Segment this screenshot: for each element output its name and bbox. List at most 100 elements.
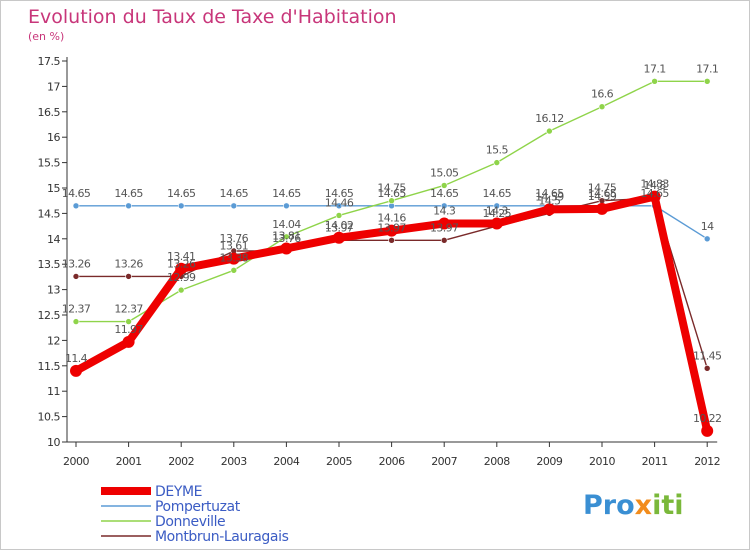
data-point bbox=[72, 202, 80, 210]
data-label: 14.65 bbox=[272, 187, 301, 200]
data-point bbox=[177, 286, 185, 294]
y-tick-label: 11.5 bbox=[38, 360, 61, 373]
logo-part-2: x bbox=[634, 490, 653, 521]
data-label: 14.65 bbox=[640, 187, 669, 200]
data-label: 13.38 bbox=[220, 251, 249, 264]
data-label: 13.81 bbox=[272, 229, 301, 242]
data-label: 13.76 bbox=[220, 232, 249, 245]
data-label: 13.76 bbox=[272, 232, 301, 245]
proxiti-logo: Proxiti bbox=[583, 490, 684, 521]
data-label: 15.5 bbox=[486, 144, 509, 157]
y-tick-label: 13 bbox=[47, 284, 60, 297]
x-tick-label: 2012 bbox=[694, 455, 720, 468]
data-label: 12.37 bbox=[62, 303, 91, 316]
chart-unit: (en %) bbox=[28, 30, 65, 43]
x-tick-label: 2003 bbox=[221, 455, 247, 468]
y-tick-label: 15.5 bbox=[38, 157, 61, 170]
data-label: 14.3 bbox=[433, 205, 456, 218]
data-point bbox=[70, 364, 82, 377]
data-label: 14.04 bbox=[272, 218, 301, 231]
data-label: 12.99 bbox=[167, 271, 196, 284]
y-tick-label: 14.5 bbox=[38, 207, 61, 220]
data-point bbox=[388, 237, 395, 244]
data-point bbox=[122, 335, 135, 348]
x-tick-label: 2004 bbox=[273, 455, 299, 468]
data-label: 10.22 bbox=[693, 412, 722, 425]
data-point bbox=[596, 202, 608, 215]
data-point bbox=[388, 197, 395, 204]
data-label: 13.97 bbox=[377, 221, 406, 234]
data-point bbox=[72, 273, 80, 280]
data-point bbox=[230, 202, 238, 210]
data-label: 14.65 bbox=[483, 187, 512, 200]
data-point bbox=[177, 202, 185, 210]
data-label: 16.12 bbox=[535, 112, 564, 125]
data-label: 14.65 bbox=[535, 187, 564, 200]
legend-label: Donneville bbox=[155, 514, 225, 530]
data-label: 11.45 bbox=[693, 349, 722, 362]
data-label: 13.26 bbox=[114, 257, 143, 270]
data-point bbox=[385, 224, 398, 237]
x-tick-label: 2000 bbox=[63, 455, 89, 468]
data-point bbox=[493, 202, 501, 210]
data-label: 14.75 bbox=[588, 182, 617, 195]
data-label: 17.1 bbox=[696, 62, 718, 75]
data-point bbox=[651, 78, 658, 85]
data-label: 14.65 bbox=[220, 187, 249, 200]
y-tick-label: 13.5 bbox=[38, 258, 61, 271]
data-point bbox=[227, 252, 240, 265]
data-label: 13.61 bbox=[220, 240, 249, 253]
data-label: 16.6 bbox=[591, 88, 614, 101]
y-tick-label: 16 bbox=[47, 131, 60, 144]
logo-part-1: Pro bbox=[583, 490, 635, 521]
logo-part-3: iti bbox=[652, 490, 684, 521]
data-label: 13.97 bbox=[430, 221, 459, 234]
data-label: 14.59 bbox=[535, 190, 564, 203]
data-label: 12.37 bbox=[114, 303, 143, 316]
data-label: 11.4 bbox=[65, 352, 88, 365]
x-tick-label: 2007 bbox=[431, 455, 457, 468]
data-label: 14.65 bbox=[325, 187, 354, 200]
legend-label: DEYME bbox=[155, 484, 202, 500]
data-point bbox=[493, 159, 501, 166]
data-label: 13.26 bbox=[62, 257, 91, 270]
y-tick-label: 16.5 bbox=[38, 106, 61, 119]
data-point bbox=[335, 202, 343, 210]
data-point bbox=[125, 202, 132, 210]
data-point bbox=[440, 182, 448, 189]
x-tick-label: 2006 bbox=[379, 455, 405, 468]
legend-label: Pompertuzat bbox=[155, 499, 241, 515]
data-point bbox=[490, 217, 503, 230]
data-point bbox=[175, 262, 188, 275]
data-label: 14.25 bbox=[483, 207, 512, 220]
data-label: 14.16 bbox=[377, 212, 406, 225]
data-label: 14.46 bbox=[325, 196, 354, 209]
data-point bbox=[703, 235, 711, 243]
data-label: 14.3 bbox=[486, 205, 509, 218]
chart-title: Evolution du Taux de Taxe d'Habitation bbox=[28, 6, 397, 28]
data-label: 14.59 bbox=[588, 190, 617, 203]
data-point bbox=[703, 365, 711, 372]
data-label: 14.65 bbox=[62, 187, 91, 200]
data-point bbox=[333, 231, 345, 244]
data-point bbox=[283, 233, 290, 241]
y-tick-label: 15 bbox=[47, 182, 60, 195]
data-label: 13.97 bbox=[325, 221, 354, 234]
data-label: 14 bbox=[701, 220, 714, 233]
data-point bbox=[598, 103, 606, 111]
x-tick-label: 2008 bbox=[484, 455, 510, 468]
y-tick-label: 10 bbox=[47, 436, 60, 449]
data-point bbox=[72, 318, 80, 325]
y-tick-label: 11 bbox=[47, 385, 60, 398]
data-label: 14.65 bbox=[377, 187, 406, 200]
data-label: 14.8 bbox=[644, 179, 667, 192]
x-tick-label: 2005 bbox=[326, 455, 352, 468]
x-tick-label: 2009 bbox=[536, 455, 562, 468]
y-tick-label: 14 bbox=[47, 233, 60, 246]
data-label: 14.65 bbox=[167, 187, 196, 200]
data-label: 14.5 bbox=[538, 194, 561, 207]
data-point bbox=[230, 266, 238, 274]
x-tick-label: 2002 bbox=[168, 455, 194, 468]
